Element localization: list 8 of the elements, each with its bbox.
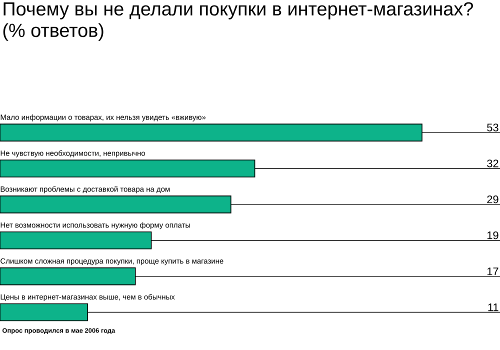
data-label: 32: [487, 160, 498, 168]
data-label: 29: [487, 196, 498, 204]
data-label: 11: [488, 304, 498, 312]
data-label: 17: [487, 268, 498, 276]
data-label: 19: [487, 231, 498, 240]
data-label: 53: [487, 124, 498, 132]
chart-subtitle: (% ответов): [3, 23, 104, 41]
chart-title: Почему вы не делали покупки в интернет-магазинах?: [4, 2, 473, 20]
